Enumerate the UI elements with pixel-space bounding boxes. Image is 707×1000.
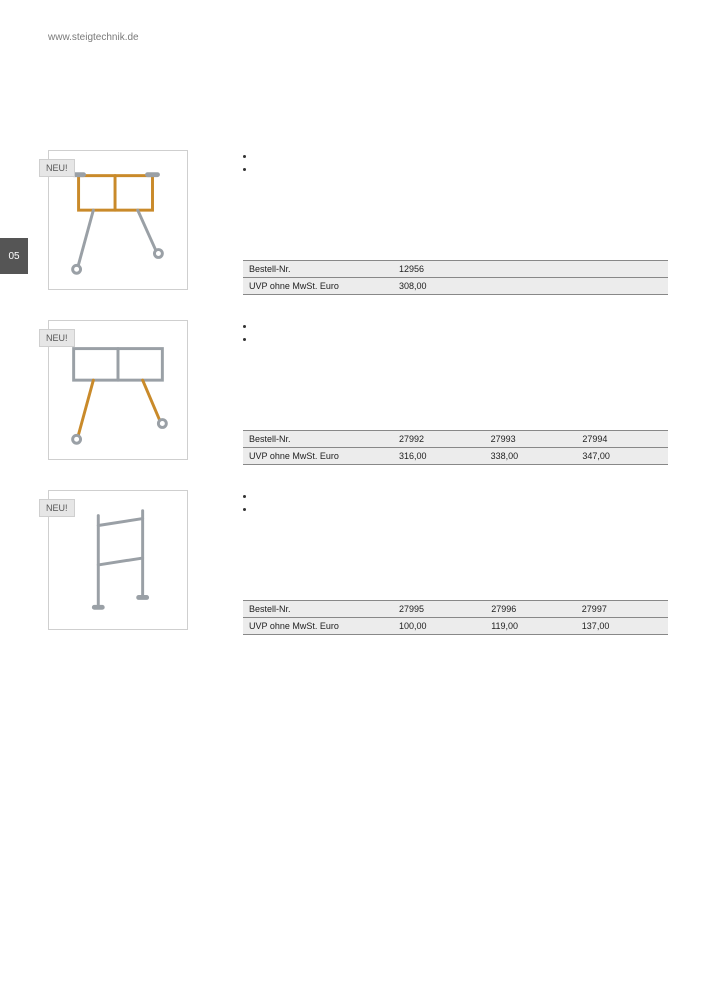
product-image-3: NEU! [48, 490, 188, 630]
product-bullets-1 [243, 150, 251, 175]
product-table-3: Bestell-Nr. 27995 27996 27997 UVP ohne M… [243, 600, 668, 635]
cell: 27995 [393, 601, 485, 618]
table-row: UVP ohne MwSt. Euro 308,00 [243, 278, 668, 295]
row-label: UVP ohne MwSt. Euro [243, 448, 393, 465]
cell: 308,00 [393, 278, 668, 295]
table-row: Bestell-Nr. 27995 27996 27997 [243, 601, 668, 618]
row-label: UVP ohne MwSt. Euro [243, 618, 393, 635]
table-row: Bestell-Nr. 12956 [243, 261, 668, 278]
row-label: Bestell-Nr. [243, 431, 393, 448]
cell: 12956 [393, 261, 668, 278]
cell: 27994 [576, 431, 668, 448]
cell: 347,00 [576, 448, 668, 465]
product-image-2: NEU! [48, 320, 188, 460]
table-row: UVP ohne MwSt. Euro 316,00 338,00 347,00 [243, 448, 668, 465]
neu-badge: NEU! [39, 329, 75, 347]
product-image-1: NEU! [48, 150, 188, 290]
header-url: www.steigtechnik.de [48, 32, 139, 43]
page-tab: 05 [0, 238, 28, 274]
product-bullets-2 [243, 320, 251, 345]
row-label: UVP ohne MwSt. Euro [243, 278, 393, 295]
neu-badge: NEU! [39, 499, 75, 517]
row-label: Bestell-Nr. [243, 601, 393, 618]
row-label: Bestell-Nr. [243, 261, 393, 278]
product-table-2: Bestell-Nr. 27992 27993 27994 UVP ohne M… [243, 430, 668, 465]
neu-badge: NEU! [39, 159, 75, 177]
cell: 100,00 [393, 618, 485, 635]
cell: 27992 [393, 431, 485, 448]
cell: 137,00 [576, 618, 668, 635]
cell: 316,00 [393, 448, 485, 465]
cell: 338,00 [485, 448, 577, 465]
table-row: UVP ohne MwSt. Euro 100,00 119,00 137,00 [243, 618, 668, 635]
product-table-1: Bestell-Nr. 12956 UVP ohne MwSt. Euro 30… [243, 260, 668, 295]
cell: 27997 [576, 601, 668, 618]
product-bullets-3 [243, 490, 251, 515]
cell: 27993 [485, 431, 577, 448]
table-row: Bestell-Nr. 27992 27993 27994 [243, 431, 668, 448]
cell: 119,00 [485, 618, 576, 635]
cell: 27996 [485, 601, 576, 618]
